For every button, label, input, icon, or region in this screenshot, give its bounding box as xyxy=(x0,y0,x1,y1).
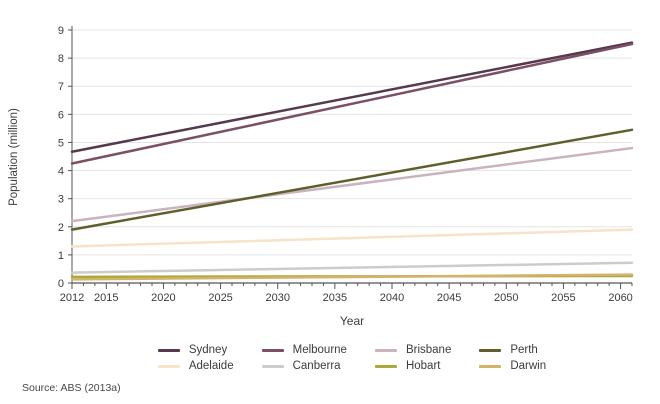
legend-item-adelaide: Adelaide xyxy=(157,360,234,372)
series-line-brisbane xyxy=(70,146,634,223)
y-tick-label: 5 xyxy=(58,137,64,149)
legend-label: Canberra xyxy=(292,360,341,372)
legend-item-sydney: Sydney xyxy=(157,344,234,356)
x-tick-label: 2030 xyxy=(265,292,289,304)
legend-swatch-melbourne xyxy=(261,348,284,352)
series-line-melbourne xyxy=(70,42,634,165)
legend-label: Brisbane xyxy=(405,344,452,356)
legend-swatch-sydney xyxy=(157,348,180,352)
legend: Sydney Melbourne Brisbane Perth Adelaide Canb… xyxy=(44,344,660,372)
legend-item-canberra: Canberra xyxy=(261,360,347,372)
legend-label: Hobart xyxy=(405,360,441,372)
series-line-darwin xyxy=(70,273,634,281)
x-tick-label: 2050 xyxy=(494,292,518,304)
legend-item-darwin: Darwin xyxy=(479,360,546,372)
x-tick-label: 2015 xyxy=(94,292,118,304)
y-axis-title: Population (million) xyxy=(8,108,20,206)
legend-label: Adelaide xyxy=(188,360,234,372)
y-tick-label: 3 xyxy=(58,194,64,206)
x-tick-label: 2045 xyxy=(437,292,461,304)
legend-swatch-canberra xyxy=(261,364,284,368)
legend-label: Darwin xyxy=(510,360,547,372)
y-tick-label: 2 xyxy=(58,222,64,234)
y-tick-label: 6 xyxy=(58,109,64,121)
legend-swatch-perth xyxy=(479,348,502,352)
series-line-adelaide xyxy=(70,228,634,248)
legend-label: Melbourne xyxy=(292,344,347,356)
x-tick-label: 2020 xyxy=(151,292,175,304)
legend-swatch-darwin xyxy=(479,364,502,368)
x-tick-label: 2060 xyxy=(608,292,632,304)
y-tick-label: 1 xyxy=(58,250,64,262)
x-axis-title: Year xyxy=(339,314,365,328)
legend-item-perth: Perth xyxy=(479,344,546,356)
legend-label: Sydney xyxy=(188,344,228,356)
x-tick-label: 2035 xyxy=(323,292,347,304)
legend-swatch-brisbane xyxy=(374,348,397,352)
series-line-canberra xyxy=(70,261,634,274)
series-line-perth xyxy=(70,128,634,231)
legend-item-hobart: Hobart xyxy=(374,360,451,372)
legend-swatch-hobart xyxy=(374,364,397,368)
legend-swatch-adelaide xyxy=(157,364,180,368)
x-tick-label: 2012 xyxy=(60,292,84,304)
y-tick-label: 0 xyxy=(58,278,64,290)
series-line-sydney xyxy=(70,41,634,153)
legend-item-brisbane: Brisbane xyxy=(374,344,452,356)
y-tick-label: 8 xyxy=(58,53,64,65)
y-tick-label: 7 xyxy=(58,81,64,93)
x-tick-label: 2025 xyxy=(208,292,232,304)
plot-area: 0 1 2 3 4 5 6 7 8 9 2012 2015 2020 2025 2030 2035 2040 20… xyxy=(58,25,634,304)
x-tick-label: 2055 xyxy=(551,292,575,304)
legend-grid: Sydney Melbourne Brisbane Perth Adelaide Canb… xyxy=(157,344,546,372)
source-note: Source: ABS (2013a) xyxy=(22,382,121,394)
y-tick-label: 4 xyxy=(58,166,64,178)
y-tick-label: 9 xyxy=(58,25,64,37)
x-tick-label: 2040 xyxy=(380,292,404,304)
legend-label: Perth xyxy=(510,344,538,356)
legend-item-melbourne: Melbourne xyxy=(261,344,347,356)
